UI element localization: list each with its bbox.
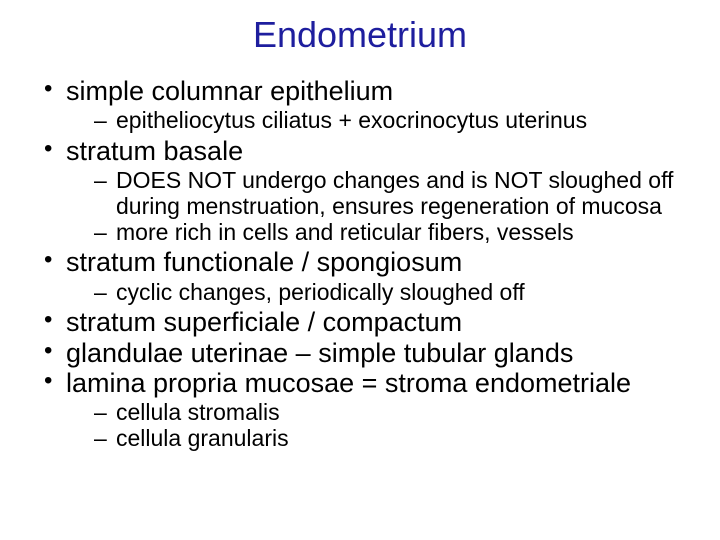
- list-item-text: stratum functionale / spongiosum: [66, 247, 462, 277]
- sub-list-item: cyclic changes, periodically sloughed of…: [94, 280, 680, 306]
- list-item-text: stratum basale: [66, 136, 243, 166]
- list-item: simple columnar epithelium epitheliocytu…: [40, 76, 680, 134]
- sub-list-item: epitheliocytus ciliatus + exocrinocytus …: [94, 108, 680, 134]
- sub-list: cellula stromalis cellula granularis: [66, 400, 680, 452]
- sub-list: epitheliocytus ciliatus + exocrinocytus …: [66, 108, 680, 134]
- sub-list: cyclic changes, periodically sloughed of…: [66, 280, 680, 306]
- sub-list: DOES NOT undergo changes and is NOT slou…: [66, 168, 680, 245]
- slide: Endometrium simple columnar epithelium e…: [0, 0, 720, 540]
- list-item-text: lamina propria mucosae = stroma endometr…: [66, 368, 631, 398]
- sub-list-item: cellula stromalis: [94, 400, 680, 426]
- sub-list-item: more rich in cells and reticular fibers,…: [94, 220, 680, 246]
- list-item-text: glandulae uterinae – simple tubular glan…: [66, 338, 573, 368]
- list-item-text: simple columnar epithelium: [66, 76, 393, 106]
- list-item: lamina propria mucosae = stroma endometr…: [40, 368, 680, 452]
- sub-list-item: DOES NOT undergo changes and is NOT slou…: [94, 168, 680, 220]
- list-item: stratum functionale / spongiosum cyclic …: [40, 247, 680, 305]
- list-item: stratum superficiale / compactum: [40, 307, 680, 337]
- sub-list-item: cellula granularis: [94, 426, 680, 452]
- list-item-text: stratum superficiale / compactum: [66, 307, 462, 337]
- slide-title: Endometrium: [40, 14, 680, 56]
- bullet-list: simple columnar epithelium epitheliocytu…: [40, 76, 680, 452]
- list-item: glandulae uterinae – simple tubular glan…: [40, 338, 680, 368]
- list-item: stratum basale DOES NOT undergo changes …: [40, 136, 680, 245]
